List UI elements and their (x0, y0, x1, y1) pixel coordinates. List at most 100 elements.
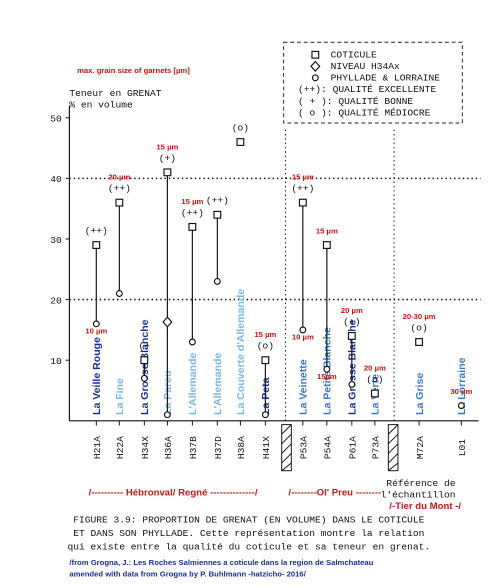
sample-name: La Veinette (298, 359, 310, 415)
x-tick-label: P61A (348, 436, 359, 459)
subtitle: max. grain size of garnets [µm] (77, 66, 190, 75)
grain-size: 15 µm (156, 142, 178, 151)
coticule-marker (298, 198, 307, 207)
phyllade-marker (115, 290, 123, 297)
x-tick-label: H41X (261, 436, 272, 459)
coticule-marker (92, 241, 101, 249)
quality-label: (++) (85, 226, 108, 237)
phyllade-marker (140, 374, 148, 382)
grain-size: 10 µm (85, 326, 107, 335)
x-label: Référence de (386, 478, 455, 489)
legend-label: COTICULE (331, 50, 377, 61)
x-tick-label: M72A (415, 436, 426, 459)
x-tick-label: L01 (457, 439, 468, 457)
legend-label: PHYLLADE & LORRAINE (331, 73, 441, 84)
quality-label: (++) (181, 207, 204, 218)
quality-label: (++) (291, 183, 314, 194)
y-tick-label: 40 (50, 174, 62, 185)
y-tick-label: 30 (50, 235, 62, 246)
phyllade-marker (323, 365, 331, 373)
coticule-marker (236, 138, 245, 146)
quality-label: (o) (232, 123, 249, 134)
grain-size: 15 µm (254, 330, 276, 339)
quality-label: (++) (206, 195, 229, 206)
sample-name: La Grosse Blanche (139, 319, 151, 415)
phyllade-marker (299, 326, 307, 334)
sample-name: La Veille Rouge (91, 337, 103, 415)
x-tick-label: H21A (92, 436, 103, 459)
phyllade-marker (457, 402, 465, 410)
phyllade-marker (311, 74, 319, 82)
grain-size: 20 µm (364, 363, 386, 372)
x-tick-label: H34X (140, 436, 151, 459)
sample-name: La Lorraine (456, 357, 468, 415)
coticule-marker (163, 168, 172, 177)
grain-size: 10 µm (292, 332, 314, 341)
niveau-marker (310, 60, 321, 72)
legend-box (283, 41, 463, 124)
hatch (281, 424, 399, 472)
grain-size: 20 µm (108, 173, 130, 182)
coticule-marker (188, 222, 197, 231)
x-tick-label: H22A (115, 436, 126, 459)
region-label: /---------- Hébronval/ Regné -----------… (89, 488, 258, 499)
quality-label: (+) (343, 316, 360, 327)
y-label: Teneur en GRENAT (69, 88, 161, 99)
sample-name: La Grise (414, 373, 426, 415)
grain-size: 20 µm (341, 306, 363, 315)
grain-size: 15 µm (292, 173, 314, 182)
quality-label: (+) (159, 153, 176, 164)
phyllade-marker (261, 411, 269, 419)
sample-name: La Grosse Blanche (347, 319, 359, 415)
caption: ET DANS SON PHYLLADE. Cette représentati… (73, 528, 424, 539)
niveau-marker (162, 316, 173, 328)
legend-label: NIVEAU H34Ax (331, 61, 400, 72)
coticule-marker (415, 338, 424, 346)
grain-size: 30 µm (450, 387, 472, 396)
quality-label: (++) (108, 183, 131, 194)
phyllade-marker (188, 338, 196, 346)
x-label: l'échantillon (381, 490, 456, 501)
legend-label: (++): QUALITÉ EXCELLENTE (298, 84, 436, 95)
quality-label: (o) (257, 341, 274, 352)
y-label: % en volume (69, 100, 133, 111)
phyllade-marker (348, 380, 356, 388)
x-tick-label: H38A (236, 436, 247, 459)
grain-size: 15 µm (181, 197, 203, 206)
grain-size: 15 µm (316, 227, 338, 236)
phyllade-marker (213, 277, 221, 285)
y-tick-label: 20 (50, 295, 62, 306)
coticule-marker (213, 210, 222, 219)
sample-name: La Peta (260, 377, 272, 415)
sample-name: L'Allemande (187, 353, 199, 415)
coticule-marker (322, 241, 331, 249)
quality-label: (+ (139, 341, 151, 352)
x-tick-label: H37B (188, 436, 199, 459)
quality-label: (o) (410, 322, 427, 333)
y-tick-label: 10 (50, 356, 62, 367)
coticule-marker (370, 389, 379, 398)
x-tick-label: P73A (371, 436, 382, 459)
y-tick-label: 50 (50, 114, 62, 125)
grain-size: 20-30 µm (403, 312, 436, 321)
coticule-marker (311, 50, 320, 59)
x-tick-label: P53A (299, 436, 310, 459)
coticule-marker (261, 356, 270, 365)
source: amended with data from Grogna by P. Buhl… (69, 569, 306, 578)
x-tick-label: H37D (213, 436, 224, 459)
x-tick-label: H36A (163, 436, 174, 459)
legend-label: ( + ): QUALITÉ BONNE (298, 96, 413, 107)
source: /from Grogna, J.: Les Roches Salmiennes … (69, 558, 373, 567)
x-tick-label: P54A (323, 436, 334, 459)
coticule-marker (140, 356, 149, 365)
sample-name: La Pareu (162, 370, 174, 415)
phyllade-marker (163, 411, 171, 419)
phyllade-marker (92, 320, 100, 328)
coticule-marker (347, 331, 356, 340)
background (9, 0, 491, 586)
grain-size: 15µm (317, 372, 337, 381)
caption: qui existe entre la qualité du coticule … (67, 541, 430, 552)
quality-label: (o) (366, 374, 383, 385)
legend-label: ( o ): QUALITÉ MÉDIOCRE (298, 107, 431, 118)
